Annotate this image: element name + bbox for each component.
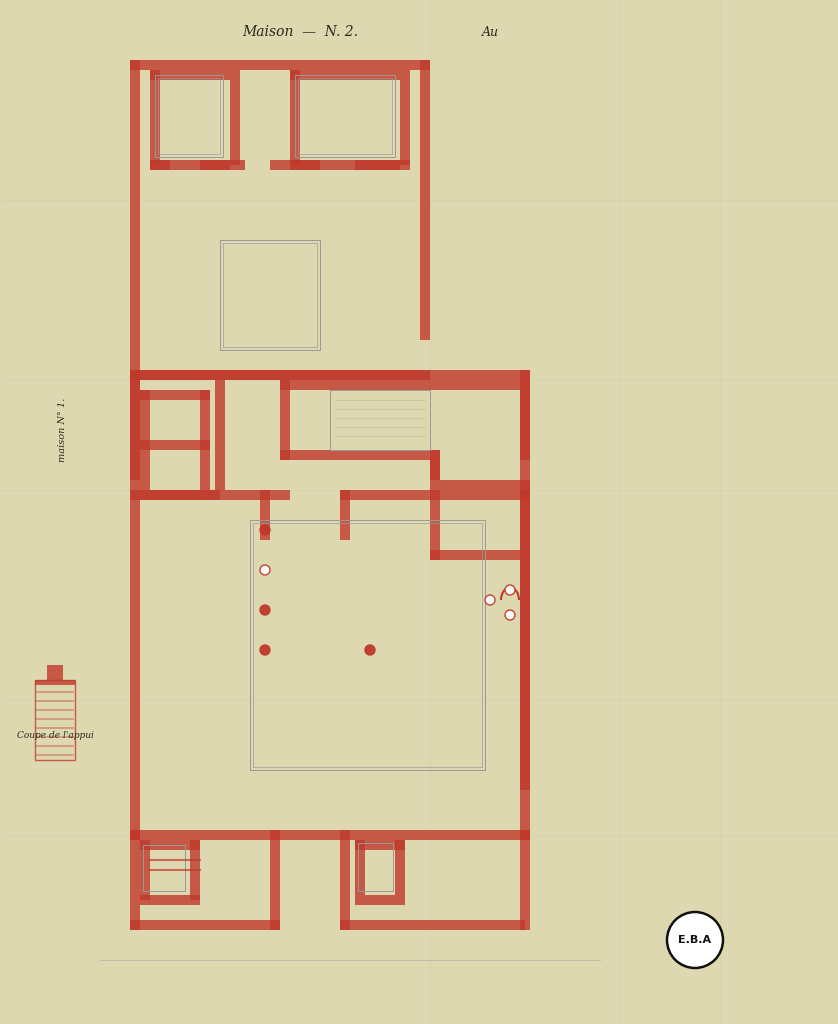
Circle shape: [365, 645, 375, 655]
Bar: [520, 830, 530, 930]
Bar: [290, 70, 400, 80]
Bar: [150, 70, 230, 80]
Text: maison N° 1.: maison N° 1.: [58, 397, 66, 462]
Bar: [200, 160, 230, 170]
Bar: [220, 240, 320, 350]
Bar: [270, 830, 280, 930]
Bar: [290, 160, 320, 170]
Bar: [430, 480, 530, 490]
Bar: [130, 490, 140, 840]
Circle shape: [485, 595, 495, 605]
Bar: [223, 243, 317, 347]
Bar: [158, 78, 220, 154]
Bar: [340, 830, 350, 930]
Bar: [130, 490, 290, 500]
Bar: [200, 390, 210, 440]
Bar: [140, 440, 210, 450]
Bar: [260, 490, 270, 540]
Bar: [140, 840, 200, 850]
Bar: [130, 830, 140, 930]
Bar: [430, 460, 440, 480]
Bar: [130, 370, 530, 380]
Circle shape: [667, 912, 723, 968]
Bar: [35, 680, 75, 760]
Bar: [35, 680, 75, 685]
Bar: [200, 440, 210, 490]
Bar: [140, 840, 150, 900]
Bar: [230, 70, 240, 165]
Bar: [190, 840, 200, 900]
Bar: [358, 843, 393, 891]
Bar: [280, 380, 290, 460]
Bar: [395, 840, 405, 895]
Text: Maison  —  N. 2.: Maison — N. 2.: [242, 25, 358, 39]
Bar: [355, 160, 410, 170]
Bar: [130, 830, 530, 840]
Bar: [130, 920, 280, 930]
Bar: [140, 440, 150, 490]
Text: Coupe de l'appui: Coupe de l'appui: [17, 730, 94, 739]
Bar: [155, 75, 223, 157]
Bar: [47, 665, 63, 680]
Bar: [270, 160, 290, 170]
Bar: [290, 160, 400, 170]
Bar: [280, 380, 520, 390]
Bar: [355, 840, 365, 895]
Bar: [143, 845, 185, 891]
Bar: [140, 390, 210, 400]
Bar: [430, 550, 520, 560]
Bar: [520, 490, 530, 840]
Bar: [140, 390, 150, 440]
Bar: [130, 380, 140, 490]
Circle shape: [505, 585, 515, 595]
Bar: [250, 520, 485, 770]
Bar: [150, 70, 160, 165]
Bar: [340, 920, 525, 930]
Circle shape: [260, 565, 270, 575]
Circle shape: [260, 605, 270, 615]
Bar: [150, 160, 230, 170]
Text: E.B.A: E.B.A: [679, 935, 711, 945]
Bar: [355, 840, 405, 850]
Bar: [140, 895, 200, 905]
Bar: [298, 78, 392, 154]
Bar: [520, 370, 530, 790]
Bar: [330, 390, 430, 450]
Bar: [230, 160, 245, 170]
Bar: [340, 490, 530, 500]
Bar: [430, 490, 440, 560]
Bar: [130, 370, 430, 380]
Bar: [520, 380, 530, 460]
Text: Au: Au: [482, 26, 499, 39]
Circle shape: [260, 525, 270, 535]
Bar: [130, 60, 140, 480]
Bar: [420, 60, 430, 340]
Bar: [355, 895, 405, 905]
Bar: [130, 60, 430, 70]
Bar: [253, 523, 482, 767]
Circle shape: [505, 610, 515, 620]
Circle shape: [260, 645, 270, 655]
Bar: [295, 75, 395, 157]
Bar: [290, 70, 300, 165]
Bar: [150, 160, 170, 170]
Bar: [215, 380, 225, 490]
Bar: [400, 70, 410, 165]
Bar: [430, 450, 440, 480]
Bar: [280, 450, 440, 460]
Bar: [340, 490, 350, 540]
Bar: [140, 490, 220, 500]
